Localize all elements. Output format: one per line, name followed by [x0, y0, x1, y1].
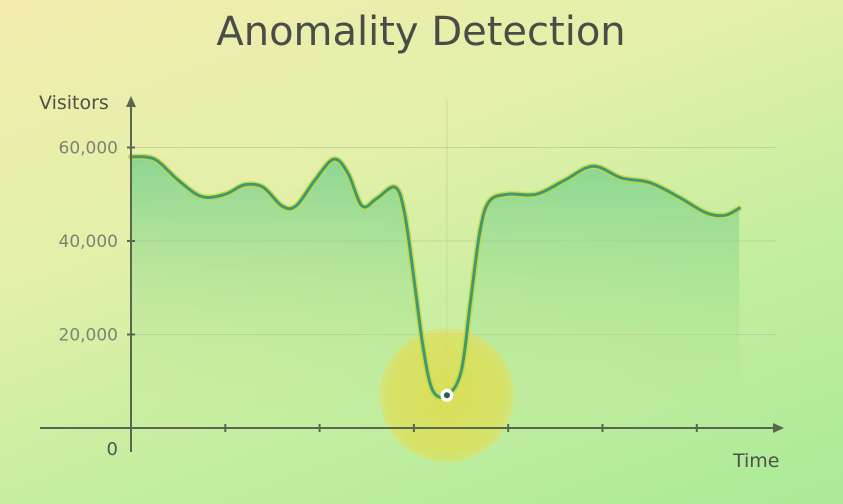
axes: [40, 96, 784, 452]
y-tick-label-2: 40,000: [59, 232, 118, 252]
y-tick-labels: 0 20,000 40,000 60,000: [59, 139, 118, 461]
anomaly-point: [440, 388, 454, 402]
chart-title: Anomality Detection: [216, 9, 625, 55]
y-tick-label-1: 20,000: [59, 326, 118, 346]
y-axis-label: Visitors: [39, 92, 109, 114]
y-axis-arrow: [126, 96, 136, 107]
series-area: [131, 156, 740, 429]
x-axis-label: Time: [732, 450, 780, 472]
y-tick-label-3: 60,000: [59, 139, 118, 159]
anomaly-point-dot: [443, 392, 450, 399]
x-axis-arrow: [773, 423, 784, 433]
y-tick-label-0: 0: [107, 439, 118, 460]
series-line: [129, 155, 741, 399]
